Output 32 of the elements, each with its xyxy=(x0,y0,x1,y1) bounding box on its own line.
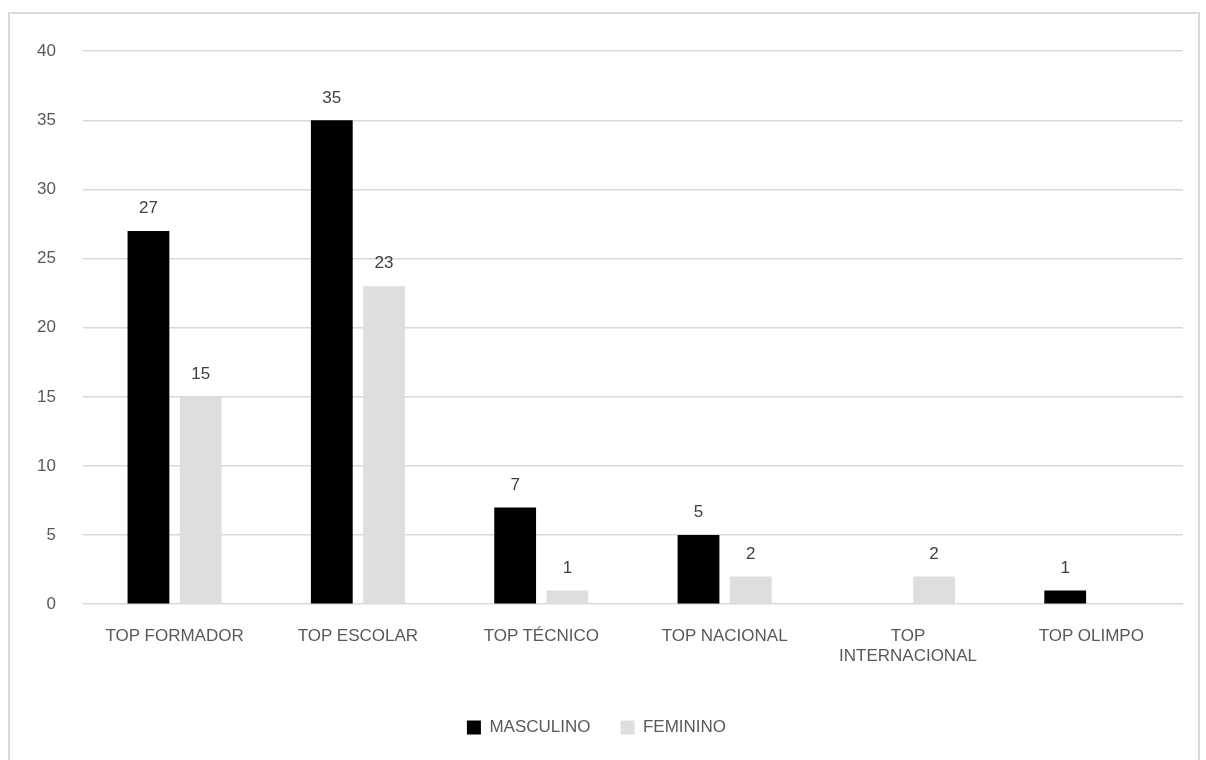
data-label: 1 xyxy=(562,557,573,577)
data-label: 23 xyxy=(374,253,394,273)
x-tick-label: TOP OLIMPO xyxy=(1038,626,1144,646)
x-tick-label: TOP INTERNACIONAL xyxy=(839,626,977,666)
y-tick-label: 0 xyxy=(46,593,56,613)
data-label: 35 xyxy=(322,87,342,107)
bar xyxy=(677,535,720,604)
y-tick-label: 10 xyxy=(36,455,56,475)
x-tick-label: TOP ESCOLAR xyxy=(297,626,419,646)
y-tick-label: 5 xyxy=(46,524,56,544)
data-label: 15 xyxy=(191,364,211,384)
data-label: 2 xyxy=(746,543,756,563)
y-tick-label: 15 xyxy=(36,386,56,406)
y-tick-label: 40 xyxy=(36,40,56,60)
y-tick-label: 20 xyxy=(36,317,56,337)
data-label: 1 xyxy=(1060,557,1070,577)
data-label: 7 xyxy=(510,474,520,494)
legend-label: MASCULINO xyxy=(489,717,591,737)
bar xyxy=(1044,590,1087,604)
y-tick-label: 30 xyxy=(36,179,56,199)
x-tick-label: TOP TÉCNICO xyxy=(483,626,599,646)
bar xyxy=(127,230,170,604)
legend-label: FEMININO xyxy=(642,717,727,737)
data-label: 27 xyxy=(139,198,158,218)
data-label: 2 xyxy=(929,543,939,563)
y-tick-label: 35 xyxy=(36,110,56,130)
bar xyxy=(310,120,353,604)
data-label: 5 xyxy=(693,502,704,522)
bar xyxy=(494,507,537,604)
y-tick-label: 25 xyxy=(36,248,56,268)
x-tick-label: TOP FORMADOR xyxy=(105,626,244,646)
x-tick-label: TOP NACIONAL xyxy=(661,626,788,646)
